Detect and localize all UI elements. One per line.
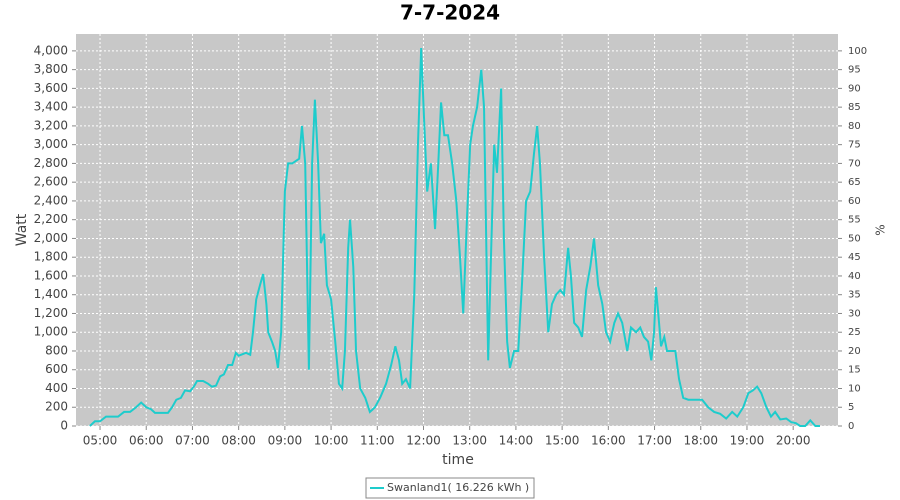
x-tick-label: 20:00 [776,434,811,448]
y-tick-label: 800 [45,343,68,357]
y-tick-label: 3,200 [34,118,68,132]
x-tick-label: 07:00 [175,434,210,448]
y-tick-label: 3,800 [34,62,68,76]
legend-label: Swanland1( 16.226 kWh ) [387,481,529,494]
y2-tick-label: 15 [848,365,861,376]
y2-tick-label: 0 [848,421,854,432]
y-tick-label: 1,000 [34,325,68,339]
y2-tick-label: 40 [848,271,861,282]
y-tick-label: 2,200 [34,212,68,226]
y-tick-label: 200 [45,400,68,414]
y-tick-label: 3,400 [34,100,68,114]
x-tick-label: 13:00 [452,434,487,448]
y2-tick-label: 75 [848,140,861,151]
y2-tick-label: 10 [848,383,861,394]
y-tick-label: 2,800 [34,156,68,170]
y-tick-label: 0 [60,419,68,433]
x-tick-label: 19:00 [730,434,765,448]
y-tick-label: 1,200 [34,306,68,320]
y-tick-label: 4,000 [34,43,68,57]
y2-tick-label: 20 [848,346,861,357]
x-tick-label: 11:00 [360,434,395,448]
y2-tick-label: 30 [848,308,861,319]
y2-tick-label: 70 [848,158,861,169]
chart-title: 7-7-2024 [400,1,500,25]
y-tick-label: 1,600 [34,268,68,282]
y2-axis-label: % [874,224,888,235]
y2-tick-label: 95 [848,65,861,76]
x-tick-label: 06:00 [129,434,164,448]
y2-tick-label: 50 [848,233,861,244]
y-tick-label: 1,400 [34,287,68,301]
y2-tick-label: 80 [848,121,861,132]
x-tick-label: 15:00 [545,434,580,448]
y2-tick-label: 85 [848,102,861,113]
x-tick-label: 09:00 [268,434,303,448]
y2-tick-label: 60 [848,196,861,207]
x-tick-label: 18:00 [683,434,718,448]
x-tick-label: 16:00 [591,434,626,448]
y2-tick-label: 45 [848,252,861,263]
plot-area [76,34,838,426]
x-tick-label: 12:00 [406,434,441,448]
x-tick-label: 05:00 [83,434,118,448]
legend [365,477,535,499]
y2-tick-label: 65 [848,177,861,188]
x-tick-label: 08:00 [221,434,256,448]
x-axis-label: time [442,452,474,468]
y-tick-label: 400 [45,381,68,395]
y-tick-label: 2,600 [34,175,68,189]
y-axis-label: Watt [14,213,30,246]
data-line [89,48,820,427]
y2-tick-label: 100 [848,46,867,57]
y2-tick-label: 55 [848,215,861,226]
y2-tick-label: 5 [848,402,854,413]
y-tick-label: 3,600 [34,81,68,95]
y-tick-label: 600 [45,362,68,376]
x-tick-label: 14:00 [499,434,534,448]
y-tick-label: 1,800 [34,250,68,264]
y-tick-label: 2,400 [34,193,68,207]
x-tick-label: 17:00 [637,434,672,448]
y-tick-label: 3,000 [34,137,68,151]
y-tick-label: 2,000 [34,231,68,245]
y2-tick-label: 25 [848,327,861,338]
x-tick-label: 10:00 [314,434,349,448]
y2-tick-label: 90 [848,83,861,94]
y2-tick-label: 35 [848,290,861,301]
